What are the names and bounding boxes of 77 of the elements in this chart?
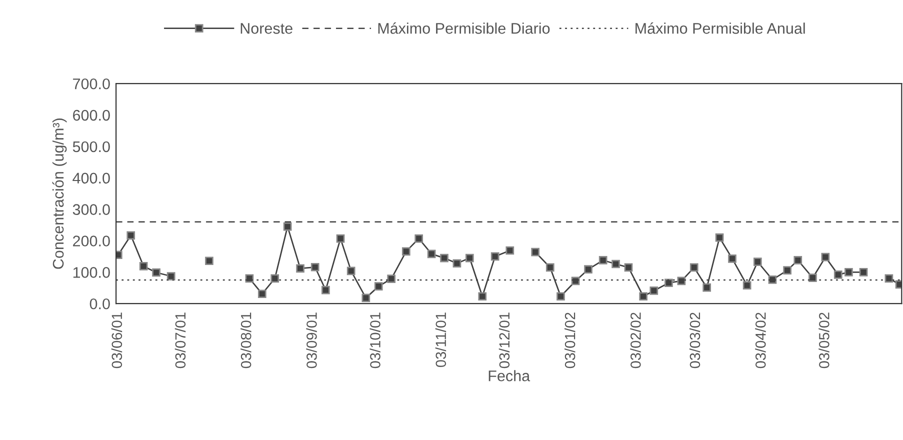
legend-label: Máximo Permisible Anual <box>636 22 805 34</box>
point <box>742 281 752 290</box>
x-tick-label: 03/12/01 <box>498 312 510 368</box>
x-tick-label: 03/03/02 <box>689 312 700 368</box>
point <box>639 292 648 301</box>
point <box>531 248 540 256</box>
x-axis-title: Fecha <box>488 370 530 382</box>
x-tick-label: 03/11/01 <box>435 312 446 368</box>
point <box>152 268 160 277</box>
point <box>440 254 448 262</box>
point <box>346 266 356 276</box>
point <box>283 222 292 231</box>
y-axis-title: Concentración (ug/m³) <box>52 118 67 269</box>
y-tick-label: 700.0 <box>73 78 110 90</box>
point <box>783 266 792 274</box>
point <box>556 292 565 301</box>
point <box>490 252 500 261</box>
point <box>336 234 345 243</box>
x-tick-label: 03/04/02 <box>755 312 766 368</box>
point <box>794 256 802 264</box>
x-tick-label: 03/01/02 <box>564 312 576 368</box>
x-tick-label: 03/10/01 <box>370 312 380 368</box>
y-tick-label: 600.0 <box>73 110 110 121</box>
point <box>452 259 462 268</box>
point <box>466 254 474 262</box>
x-tick-label: 03/08/01 <box>240 312 252 368</box>
point <box>166 272 176 280</box>
point <box>506 246 514 255</box>
y-tick-label: 200.0 <box>73 236 110 246</box>
point <box>859 268 868 276</box>
point <box>664 278 673 288</box>
point <box>310 262 320 272</box>
legend-label: Máximo Permisible Diario <box>378 22 550 34</box>
point <box>598 256 608 264</box>
point <box>584 265 592 274</box>
x-tick-label: 03/06/01 <box>111 312 122 368</box>
point <box>478 292 487 301</box>
point <box>205 256 214 266</box>
point <box>387 274 396 283</box>
y-tick-label: 400.0 <box>72 172 110 184</box>
point <box>677 276 686 286</box>
x-tick-label: 03/09/01 <box>306 312 317 368</box>
point <box>690 263 698 272</box>
point <box>322 286 330 294</box>
point <box>374 282 383 290</box>
point <box>728 254 736 263</box>
point <box>612 260 620 268</box>
point <box>546 263 554 272</box>
point <box>624 263 633 272</box>
legend-label: Noreste <box>240 23 292 34</box>
x-tick-label: 03/05/02 <box>818 312 830 368</box>
point <box>844 268 853 276</box>
point <box>126 231 136 240</box>
point <box>650 286 658 295</box>
point <box>139 262 148 270</box>
point <box>768 276 777 284</box>
x-tick-label: 03/07/01 <box>174 312 186 368</box>
point <box>884 274 894 283</box>
point <box>270 274 280 283</box>
point <box>414 234 424 243</box>
y-tick-label: 100.0 <box>73 267 110 278</box>
point <box>402 247 410 256</box>
point <box>362 294 370 302</box>
y-tick-label: 500.0 <box>72 141 110 152</box>
point <box>821 252 830 262</box>
point <box>296 264 304 273</box>
point <box>808 274 817 282</box>
point <box>258 290 266 298</box>
point <box>834 270 842 279</box>
point <box>571 276 580 286</box>
y-tick-label: 0.0 <box>90 298 110 310</box>
y-tick-label: 300.0 <box>72 204 110 215</box>
point <box>702 283 711 292</box>
point <box>753 258 762 266</box>
point <box>427 250 436 258</box>
point <box>715 233 724 242</box>
x-tick-label: 03/02/02 <box>630 312 641 368</box>
